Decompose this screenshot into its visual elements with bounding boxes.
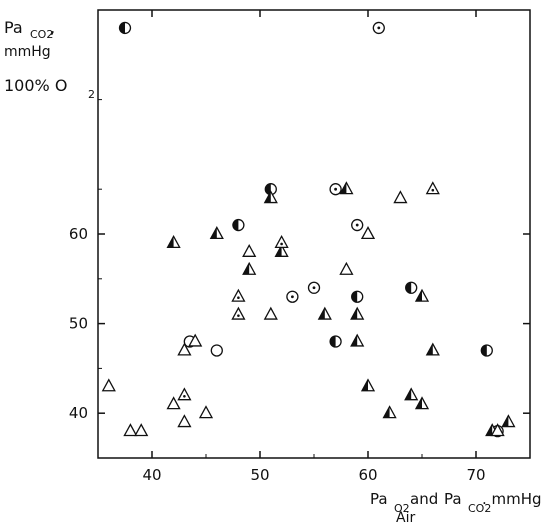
point-half-triangle-fill [362,379,368,391]
y-axis-label-main: Pa [4,18,23,37]
point-open-triangle [177,342,192,356]
point-open-circle [210,344,223,357]
point-dot-circle-center [334,187,337,191]
point-open-triangle [134,423,149,437]
y-tick-label: 60 [69,225,88,243]
x-axis-label-paco2-subscript: CO2 [468,502,492,515]
point-half-triangle-fill [264,191,271,203]
point-dot-circle-center [312,286,316,290]
point-open-triangle [101,378,116,392]
x-axis-label-pao2: Pa [370,490,388,508]
x-tick-label: 40 [142,466,161,484]
point-half-triangle-fill [243,263,250,275]
point-dot-triangle [231,306,246,320]
x-axis-condition: Air [396,510,416,526]
point-half-circle-fill [265,183,271,195]
point-dot-triangle-center [431,188,435,192]
point-half-triangle-fill [351,334,358,346]
x-axis-unit: . mmHg [482,490,542,508]
point-half-triangle-fill [210,227,217,239]
point-dot-triangle [274,235,289,249]
x-axis-label-pao2-subscript: O2 [394,502,410,515]
point-open-triangle [393,190,408,204]
x-tick-label: 70 [466,466,485,484]
x-axis-label-paco2: Pa [444,490,462,508]
point-open-triangle [166,396,181,410]
point-dot-triangle [177,387,192,401]
point-half-triangle-fill [502,415,509,427]
y-axis-label-comma: , [50,18,56,37]
x-axis-label-and: and [410,490,439,508]
point-half-triangle-fill [486,424,493,436]
y-tick-label: 50 [69,315,88,333]
x-tick-label: 60 [358,466,377,484]
point-open-triangle [490,423,505,437]
point-half-circle-fill [330,336,336,348]
point-open-triangle [263,306,278,320]
point-dot-triangle [425,181,440,195]
point-open-triangle [242,243,257,257]
point-half-triangle-fill [416,290,422,302]
point-half-circle-fill [232,219,239,231]
point-open-triangle [360,226,376,240]
point-half-triangle-fill [318,308,325,320]
y-axis-condition-subscript: 2 [88,88,95,101]
x-tick-label: 50 [250,466,269,484]
y-axis-label-subscript: CO2 [30,28,54,41]
point-half-triangle-fill [383,406,390,418]
point-half-triangle-fill [405,388,412,400]
point-half-circle-fill [351,291,358,303]
plot-frame [97,9,531,459]
point-dot-triangle-center [237,314,240,317]
point-half-triangle-fill [167,236,174,248]
point-dot-triangle-center [183,394,186,398]
point-open-triangle [188,333,203,347]
point-dot-circle-center [377,26,381,30]
point-open-triangle [198,405,214,419]
y-axis-unit: mmHg [4,44,51,60]
point-half-circle-fill [481,344,487,356]
point-half-circle-fill [119,22,125,34]
point-half-triangle-fill [351,308,358,320]
point-dot-circle-center [355,223,359,227]
y-axis-condition: 100% O [4,76,68,95]
point-open-triangle [123,423,138,437]
point-open-triangle [177,414,192,428]
point-half-triangle-fill [340,182,347,194]
point-half-triangle-fill [416,397,422,409]
point-half-triangle-fill [275,245,282,257]
point-half-triangle-fill [426,343,433,355]
point-dot-triangle [231,288,246,302]
point-open-triangle [339,261,354,275]
point-dot-triangle-center [237,296,240,300]
point-half-circle-fill [405,282,412,294]
y-tick-label: 40 [69,404,88,422]
point-dot-triangle-center [280,242,283,246]
point-dot-circle-center [291,295,294,299]
